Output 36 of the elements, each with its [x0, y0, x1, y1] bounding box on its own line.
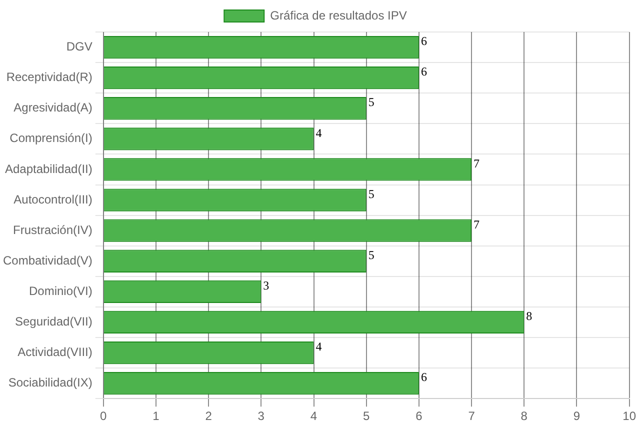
- x-tick-label: 10: [622, 409, 636, 424]
- data-label: 7: [474, 217, 480, 232]
- x-tick-label: 9: [573, 409, 580, 424]
- x-tick-label: 0: [100, 409, 108, 424]
- x-tick-label: 7: [468, 409, 476, 424]
- x-tick-label: 6: [416, 409, 423, 424]
- y-tick-label: Comprensión(I): [10, 131, 92, 146]
- data-label: 6: [420, 34, 427, 48]
- y-tick-label: Frustración(IV): [13, 222, 92, 237]
- data-label: 6: [420, 370, 427, 384]
- x-tick-label: 4: [310, 409, 318, 424]
- x-tick-label: 2: [205, 409, 212, 424]
- data-label: 5: [368, 248, 374, 262]
- data-label: 4: [316, 340, 322, 354]
- y-tick-label: Agresividad(A): [14, 100, 92, 115]
- data-label: 3: [263, 278, 270, 293]
- x-tick-label: 8: [520, 409, 528, 424]
- y-tick-label: DGV: [66, 40, 92, 54]
- y-tick-label: Actividad(VIII): [18, 345, 92, 360]
- y-tick-label: Dominio(VI): [29, 284, 92, 298]
- x-tick-label: 5: [363, 409, 370, 424]
- x-tick-label: 3: [258, 409, 265, 424]
- y-tick-label: Sociabilidad(IX): [8, 376, 92, 390]
- y-tick-label: Receptividad(R): [6, 70, 92, 84]
- x-tick-label: 1: [152, 409, 160, 424]
- data-label: 5: [368, 186, 374, 201]
- data-label: 6: [420, 64, 427, 79]
- data-label: 5: [368, 95, 374, 110]
- y-tick-label: Seguridad(VII): [14, 314, 92, 329]
- y-tick-label: Autocontrol(III): [14, 192, 92, 206]
- legend-label: Gráfica de resultados IPV: [270, 8, 407, 22]
- y-tick-label: Adaptabilidad(II): [4, 162, 92, 176]
- data-label: 8: [526, 309, 532, 324]
- data-label: 7: [474, 156, 480, 170]
- y-tick-label: Combatividad(V): [2, 253, 92, 268]
- data-label: 4: [316, 126, 322, 140]
